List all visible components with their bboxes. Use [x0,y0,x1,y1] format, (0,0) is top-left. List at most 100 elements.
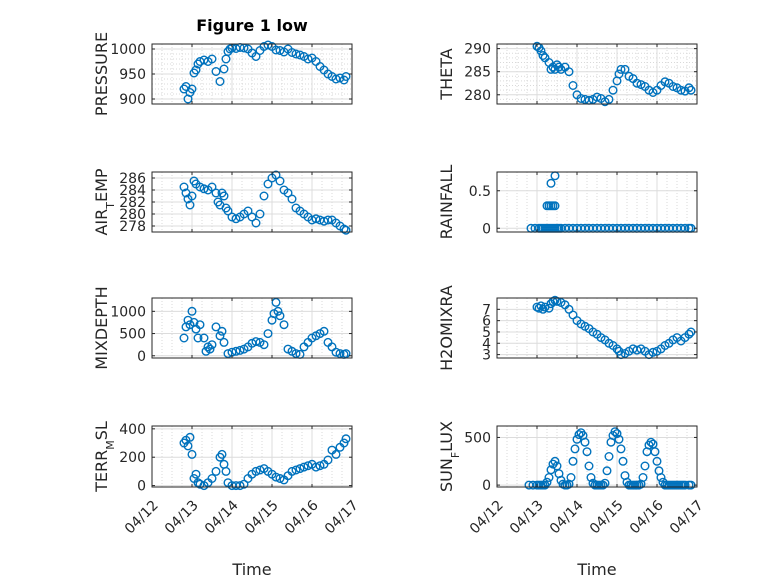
data-point [660,77,670,87]
y-tick-label: 400 [119,422,146,438]
data-point [187,449,197,459]
y-tick-label: 0 [482,478,491,494]
y-axis-label: PRESSURE [92,32,111,116]
data-point [207,182,217,192]
data-point [616,64,626,74]
data-point [251,466,261,476]
y-tick-label: 1000 [110,42,146,58]
y-tick-label: 282 [119,195,146,211]
data-point [604,94,614,104]
data-point [223,349,233,359]
data-point [341,225,351,235]
data-point [684,83,694,93]
data-point [616,444,626,454]
data-point [602,466,612,476]
x-tick-label: 04/14 [202,497,242,537]
y-axis-label-main: H2OMIXRA [437,285,456,371]
y-axis-label-main: THETA [437,48,456,100]
data-point [315,461,325,471]
data-point [614,69,624,79]
data-point [275,311,285,321]
y-tick-label: 3 [482,348,491,364]
y-tick-label: 290 [464,42,491,58]
axes-frame [151,425,353,488]
data-point [207,340,217,350]
y-tick-label: 4 [482,336,491,352]
y-axis-label-tail: EMP [92,168,111,202]
data-point [235,345,245,355]
y-axis-label-main: PRESSURE [92,32,111,116]
y-axis-label-subscript: F [449,452,462,458]
data-point [199,184,209,194]
data-point [273,306,283,316]
data-point [566,473,576,483]
data-point [632,78,642,88]
data-point [287,48,297,58]
data-point [263,329,273,339]
y-tick-label: 280 [464,88,491,104]
y-tick-label: 0 [137,349,146,365]
data-point [648,347,658,357]
data-point [311,462,321,472]
data-point [183,315,193,325]
data-point [179,333,189,343]
data-point [183,441,193,451]
axes-frame [151,297,353,359]
data-point [219,64,229,74]
data-point [211,322,221,332]
data-point [604,452,614,462]
data-point [536,46,546,56]
y-tick-label: 0.5 [469,184,491,200]
data-point [339,438,349,448]
data-point [574,430,584,440]
data-point [251,337,261,347]
y-axis-label-tail: SL [92,421,111,440]
data-point [598,480,608,490]
data-point [546,178,556,188]
y-tick-label: 0 [137,479,146,495]
data-point [211,466,221,476]
y-tick-label: 6 [482,314,491,330]
data-point [534,303,544,313]
y-tick-label: 500 [119,327,146,343]
data-point [568,456,578,466]
data-point [676,85,686,95]
data-point [684,329,694,339]
data-point [323,215,333,225]
data-point [187,84,197,94]
data-point [612,429,622,439]
data-point [207,54,217,64]
data-point [638,473,648,483]
y-tick-label: 280 [119,207,146,223]
y-tick-label: 200 [119,450,146,466]
x-tick-label: 04/14 [547,497,587,537]
x-tick-label: 04/13 [507,497,547,537]
x-axis-label: Time [231,560,271,579]
y-tick-label: 500 [464,430,491,446]
data-point [668,81,678,91]
data-point [544,303,554,313]
y-axis-label: AIRTEMP [92,168,117,235]
data-point [323,455,333,465]
x-tick-label: 04/13 [162,497,202,537]
data-point [193,333,203,343]
data-point [335,349,345,359]
data-point [247,212,257,222]
y-axis-label: MIXDEPTH [92,286,111,369]
y-tick-label: 278 [119,219,146,235]
data-point [550,456,560,466]
data-point [217,326,227,336]
data-point [219,337,229,347]
data-point [331,449,341,459]
y-axis-label-subscript: M [104,440,117,450]
data-point [215,331,225,341]
y-tick-label: 284 [119,183,146,199]
y-axis-label: SUNFLUX [437,421,462,492]
data-point [259,340,269,350]
data-point [275,176,285,186]
y-tick-label: 900 [119,92,146,108]
